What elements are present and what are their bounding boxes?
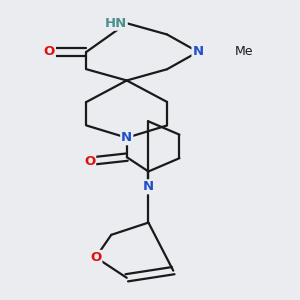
- Text: N: N: [121, 131, 132, 144]
- Text: O: O: [84, 155, 95, 168]
- Text: N: N: [193, 45, 204, 58]
- Text: HN: HN: [104, 17, 127, 30]
- Text: Me: Me: [235, 45, 254, 58]
- Text: N: N: [143, 180, 154, 193]
- Text: Me: Me: [235, 45, 255, 58]
- Text: O: O: [90, 251, 101, 264]
- Text: O: O: [44, 45, 55, 58]
